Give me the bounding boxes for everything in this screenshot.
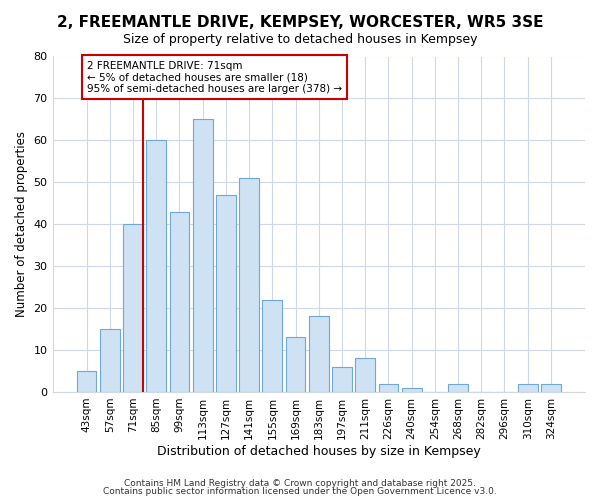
Bar (123, 224, 143, 392)
Bar (518, 384, 538, 392)
Bar (170, 212, 190, 392)
Bar (355, 358, 375, 392)
X-axis label: Distribution of detached houses by size in Kempsey: Distribution of detached houses by size … (157, 444, 481, 458)
Bar (193, 120, 212, 392)
Bar (541, 384, 561, 392)
Text: 2 FREEMANTLE DRIVE: 71sqm
← 5% of detached houses are smaller (18)
95% of semi-d: 2 FREEMANTLE DRIVE: 71sqm ← 5% of detach… (87, 60, 342, 94)
Bar (216, 195, 236, 392)
Text: 2, FREEMANTLE DRIVE, KEMPSEY, WORCESTER, WR5 3SE: 2, FREEMANTLE DRIVE, KEMPSEY, WORCESTER,… (57, 15, 543, 30)
Y-axis label: Number of detached properties: Number of detached properties (15, 131, 28, 317)
Text: Size of property relative to detached houses in Kempsey: Size of property relative to detached ho… (123, 32, 477, 46)
Bar (100, 329, 119, 392)
Bar (448, 384, 468, 392)
Bar (332, 367, 352, 392)
Bar (286, 338, 305, 392)
Bar (262, 300, 282, 392)
Bar (379, 384, 398, 392)
Bar (77, 371, 97, 392)
Bar (146, 140, 166, 392)
Text: Contains HM Land Registry data © Crown copyright and database right 2025.: Contains HM Land Registry data © Crown c… (124, 478, 476, 488)
Bar (239, 178, 259, 392)
Bar (402, 388, 422, 392)
Bar (309, 316, 329, 392)
Text: Contains public sector information licensed under the Open Government Licence v3: Contains public sector information licen… (103, 487, 497, 496)
